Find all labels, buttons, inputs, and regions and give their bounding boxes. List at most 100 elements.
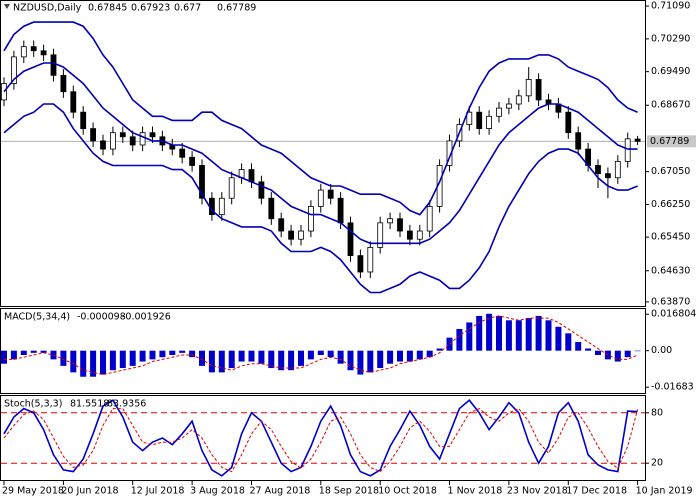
candle-body	[179, 148, 186, 158]
macd-bar	[30, 350, 37, 353]
symbol-icon	[4, 4, 10, 9]
x-tick-label: 29 May 2018	[2, 486, 64, 497]
macd-bar	[357, 350, 364, 375]
candle-body	[347, 222, 354, 257]
macd-signal	[4, 315, 638, 376]
x-tick-label: 20 Jun 2018	[61, 486, 118, 497]
macd-bar	[456, 328, 463, 351]
stoch-title: Stoch(5,3,3)	[4, 399, 62, 410]
macd-bar	[258, 350, 265, 364]
macd-bar	[436, 348, 443, 351]
macd-bar	[228, 350, 235, 369]
open-value: 0.67845	[88, 3, 127, 14]
macd-bar	[496, 315, 502, 351]
macd-bar	[595, 350, 601, 356]
candle-body	[60, 74, 67, 93]
macd-bar	[387, 350, 394, 364]
candle-body	[337, 197, 344, 224]
macd-bar	[159, 350, 166, 358]
stoch-panel	[0, 395, 646, 481]
y-tick-label: -0.01683	[651, 382, 694, 393]
macd-bar	[377, 350, 384, 369]
candle-body	[70, 91, 77, 113]
y-tick-label: 0.71090	[651, 1, 690, 12]
current-price-label: 0.67789	[650, 136, 689, 147]
candle-body	[595, 165, 601, 175]
macd-bar	[486, 313, 493, 351]
macd-bar	[426, 350, 433, 358]
bollinger-middle	[3, 62, 638, 245]
x-tick-label: 17 Dec 2018	[566, 486, 627, 497]
candle-body	[119, 132, 126, 138]
candle-body	[90, 128, 96, 142]
candle-body	[416, 230, 423, 240]
y-tick-label: 20	[651, 458, 663, 469]
candle-body	[387, 218, 394, 224]
bollinger-lower	[3, 103, 638, 294]
macd-title: MACD(5,34,4)	[4, 312, 70, 323]
macd-bar	[218, 350, 225, 373]
macd-bar	[179, 350, 186, 353]
macd-bar	[169, 350, 176, 356]
macd-bar	[624, 350, 631, 358]
candle-body	[100, 140, 106, 150]
macd-bar	[327, 350, 334, 358]
candle-body	[288, 230, 295, 240]
macd-bar	[288, 350, 295, 371]
current-price-box	[647, 135, 696, 148]
candle-body	[367, 247, 374, 273]
macd-bar	[466, 322, 473, 351]
macd-bar	[397, 350, 403, 362]
y-tick-label: 0.64630	[651, 265, 690, 276]
candle-body	[30, 46, 37, 52]
price-panel	[0, 0, 646, 307]
macd-bar	[476, 315, 483, 351]
candle-body	[248, 169, 255, 183]
candle-body	[327, 189, 334, 199]
macd-bar	[20, 350, 27, 356]
candle-body	[218, 197, 225, 216]
macd-value: -0.000098	[77, 312, 126, 323]
macd-bar	[406, 350, 413, 362]
bollinger-upper	[3, 21, 638, 216]
macd-bar	[238, 350, 245, 362]
candle-body	[605, 173, 611, 179]
stoch-k	[3, 399, 638, 477]
y-tick-label: 0.68670	[651, 100, 690, 111]
macd-bar	[10, 350, 17, 360]
macd-bar	[189, 350, 196, 358]
macd-bar	[40, 350, 47, 353]
macd-bar	[505, 320, 512, 351]
macd-bar	[515, 320, 522, 351]
x-tick-label: 27 Aug 2018	[250, 486, 311, 497]
macd-bar	[60, 350, 67, 366]
macd-bar	[317, 350, 324, 356]
candle-body	[505, 103, 512, 109]
candle-body	[614, 160, 621, 179]
macd-bar	[416, 350, 423, 360]
macd-bar	[337, 350, 344, 364]
candle-body	[317, 189, 324, 207]
high-value: 0.67923	[131, 3, 170, 14]
macd-bar	[1, 350, 7, 364]
x-tick-label: 1 Nov 2018	[448, 486, 503, 497]
close-value: 0.67789	[217, 3, 256, 14]
candle-body	[80, 111, 87, 129]
candle-body	[515, 95, 522, 105]
candle-body	[1, 83, 7, 101]
x-tick-label: 3 Aug 2018	[190, 486, 245, 497]
macd-bar	[298, 350, 304, 366]
macd-bar	[268, 350, 275, 369]
candle-body	[40, 50, 47, 56]
macd-bar	[525, 318, 532, 351]
macd-bar	[109, 350, 116, 371]
macd-bar	[585, 348, 592, 351]
y-tick-label: 0.016804	[651, 309, 696, 320]
y-tick-label: 0.67050	[651, 166, 690, 177]
candle-body	[298, 230, 304, 240]
candle-body	[149, 132, 156, 138]
macd-bar	[347, 350, 354, 371]
macd-bar	[545, 320, 552, 351]
candle-body	[228, 177, 235, 199]
